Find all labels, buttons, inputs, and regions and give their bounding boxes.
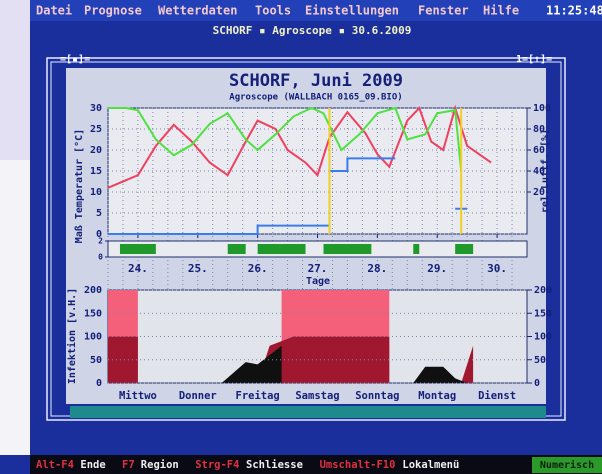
x-tick-label: 30. xyxy=(487,262,507,275)
x-tick-label: Donner xyxy=(179,390,217,402)
shortcut-label[interactable]: Schliesse xyxy=(246,459,303,471)
menu-item[interactable]: Prognose xyxy=(84,4,142,18)
wetness-period xyxy=(455,244,474,254)
indicator-box xyxy=(532,457,602,473)
series-line xyxy=(107,104,492,189)
y2-tick-label: 80 xyxy=(533,124,545,135)
y-tick-label: 200 xyxy=(84,285,102,296)
y-tick-label: 5 xyxy=(96,208,102,219)
y-tick-label: 150 xyxy=(84,308,102,319)
shortcut-key[interactable]: Alt-F4 xyxy=(36,459,74,471)
chart-subtitle: Agroscope (WALLBACH 0165_09.BIO) xyxy=(229,93,402,103)
wetness-period xyxy=(257,244,306,254)
menu-item[interactable]: Wetterdaten xyxy=(158,4,237,18)
shortcut-label[interactable]: Lokalmenü xyxy=(402,459,459,471)
shortcut-key[interactable]: Strg-F4 xyxy=(195,459,239,471)
y2-tick-label: 100 xyxy=(533,103,551,114)
x-tick-label: Mittwo xyxy=(119,390,157,402)
wetness-period xyxy=(413,244,420,254)
shortcut-label[interactable]: Ende xyxy=(80,459,105,471)
x-tick-label: Freitag xyxy=(236,390,280,402)
y-tick-label: 100 xyxy=(84,332,102,343)
menu-bar xyxy=(30,0,602,21)
y-axis-label: Maß Temperatur [°C] xyxy=(74,129,85,243)
menu-item[interactable]: Fenster xyxy=(418,4,469,18)
y-tick-label: 0 xyxy=(96,378,102,389)
shortcut-key[interactable]: F7 xyxy=(122,459,135,471)
photo-edge xyxy=(0,160,30,455)
scroll-bar[interactable] xyxy=(70,406,546,418)
x-tick-label: 27. xyxy=(308,262,328,275)
content: Datei Prognose Wetterdaten Tools Einstellung… xyxy=(36,4,602,473)
wetness-period xyxy=(119,244,156,254)
indicator: Numerisch xyxy=(540,459,594,471)
y2-tick-label: 50 xyxy=(534,355,546,366)
x-axis-label: Tage xyxy=(306,276,330,287)
window-control[interactable]: 1=[↑]= xyxy=(516,54,552,65)
strip-tick-label: 0 xyxy=(98,253,103,262)
chart-title: SCHORF, Juni 2009 xyxy=(229,71,403,91)
y2-tick-label: 0 xyxy=(534,378,540,389)
x-tick-label: 26. xyxy=(248,262,268,275)
y-tick-label: 30 xyxy=(90,103,102,114)
menu-item[interactable]: Hilfe xyxy=(483,4,519,18)
y2-tick-label: 150 xyxy=(534,308,552,319)
y-tick-label: 50 xyxy=(90,355,102,366)
clock: 11:25:48 xyxy=(546,4,602,18)
photo-edge xyxy=(0,0,30,160)
y2-tick-label: 100 xyxy=(534,332,552,343)
strip-area xyxy=(107,240,528,258)
infection-area xyxy=(221,345,468,383)
y-tick-label: 20 xyxy=(90,145,102,156)
y2-axis-label: rel.Luftf. [%] xyxy=(540,129,551,213)
caption: SCHORF ▪ Agroscope ▪ 30.6.2009 xyxy=(213,24,412,37)
y2-tick-label: 60 xyxy=(533,145,545,156)
menu-item[interactable]: Tools xyxy=(255,4,291,18)
wetness-period xyxy=(323,244,372,254)
series-line xyxy=(328,108,463,234)
y-tick-label: 10 xyxy=(90,187,102,198)
y-tick-label: 25 xyxy=(90,124,102,135)
x-tick-label: Dienst xyxy=(478,390,516,402)
y-tick-label: 15 xyxy=(90,166,102,177)
window-frame xyxy=(46,57,566,421)
x-tick-label: 24. xyxy=(128,262,148,275)
x-tick-label: Sonntag xyxy=(355,390,399,402)
x-tick-label: Montag xyxy=(418,390,456,402)
shortcut-label[interactable]: Region xyxy=(141,459,179,471)
series-line xyxy=(108,106,463,172)
status-bar xyxy=(30,455,602,474)
strip-tick-label: 2 xyxy=(98,237,103,246)
y2-tick-label: 20 xyxy=(533,187,545,198)
shortcut-key[interactable]: Umschalt-F10 xyxy=(320,459,396,471)
menu-item[interactable]: Einstellungen xyxy=(305,4,399,18)
y2-tick-label: 40 xyxy=(533,166,545,177)
menu-item[interactable]: Datei xyxy=(36,4,72,18)
x-tick-label: 28. xyxy=(367,262,387,275)
y-axis-label: Infektion [v.H.] xyxy=(66,288,78,384)
x-tick-label: 29. xyxy=(427,262,447,275)
wetness-period xyxy=(227,244,246,254)
y2-tick-label: 200 xyxy=(534,285,552,296)
window-control[interactable]: =[▪]= xyxy=(60,54,90,65)
x-tick-label: Samstag xyxy=(295,390,339,402)
infection-area xyxy=(108,336,474,383)
x-tick-label: 25. xyxy=(188,262,208,275)
y-tick-label: 0 xyxy=(96,229,102,240)
